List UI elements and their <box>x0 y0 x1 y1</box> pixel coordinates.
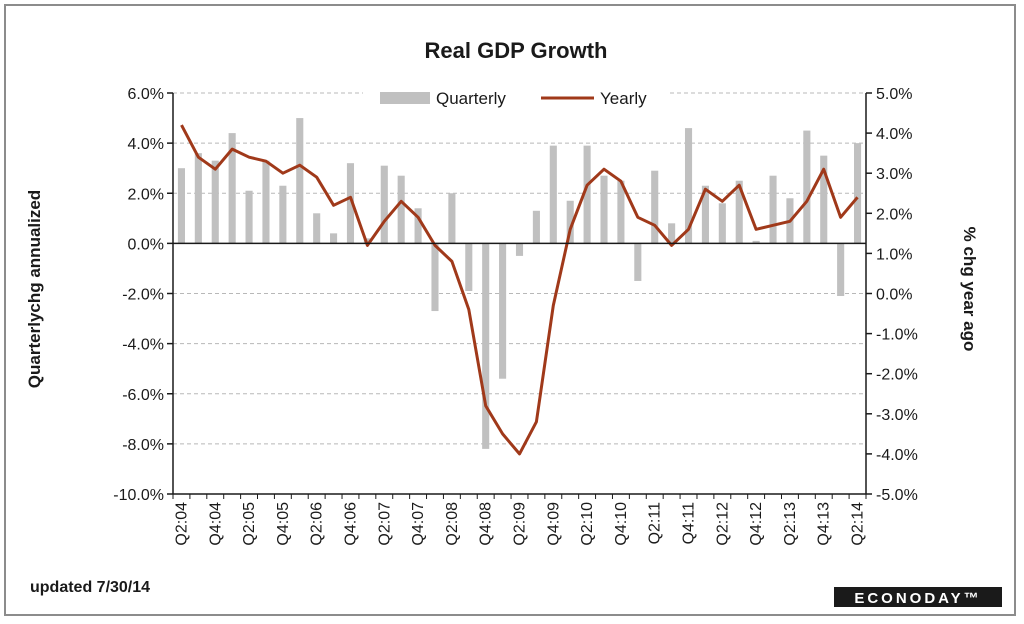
x-tick-label: Q2:04 <box>174 502 191 546</box>
x-tick-label: Q2:07 <box>376 502 393 546</box>
right-tick-label: 1.0% <box>876 246 912 263</box>
left-tick-label: 2.0% <box>128 186 164 203</box>
quarterly-bar <box>262 160 270 244</box>
left-tick-label: -8.0% <box>122 437 164 454</box>
quarterly-bar <box>313 213 321 244</box>
quarterly-bar <box>414 208 422 244</box>
x-tick-label: Q2:13 <box>782 502 799 546</box>
chart-title: Real GDP Growth <box>425 38 608 63</box>
x-tick-label: Q2:10 <box>579 502 596 546</box>
quarterly-bar <box>245 190 253 244</box>
quarterly-bar <box>684 128 693 244</box>
quarterly-bar <box>211 160 219 244</box>
right-tick-label: 3.0% <box>876 166 912 183</box>
quarterly-bar <box>769 175 777 244</box>
right-axis-title: % chg year ago <box>960 227 979 352</box>
right-tick-label: 4.0% <box>876 126 912 143</box>
left-tick-label: -2.0% <box>122 287 164 304</box>
quarterly-bar <box>515 243 524 256</box>
quarterly-bar <box>600 175 608 244</box>
quarterly-bar <box>617 180 625 244</box>
legend: Quarterly Yearly <box>363 84 668 110</box>
x-axis-ticks: Q2:04 Q4:04 Q2:05 Q4:05 Q2:06 Q4:06 Q2:07 Q4:07… <box>172 494 867 546</box>
quarterly-bar <box>735 180 743 244</box>
quarterly-bar <box>228 133 236 244</box>
right-tick-label: 2.0% <box>876 206 912 223</box>
right-axis-ticks: -5.0% -4.0% -3.0% -2.0% -1.0% 0.0% 1.0% 2.0% 3.0… <box>866 86 918 504</box>
yearly-line-layer <box>180 124 859 456</box>
x-tick-label: Q2:14 <box>850 502 867 546</box>
right-tick-label: 5.0% <box>876 86 912 103</box>
x-tick-label: Q4:07 <box>410 502 427 546</box>
x-tick-label: Q2:11 <box>647 502 664 545</box>
quarterly-bar <box>279 185 287 244</box>
updated-date: updated 7/30/14 <box>30 579 150 596</box>
right-tick-label: 0.0% <box>876 287 912 304</box>
right-tick-label: -3.0% <box>876 407 918 424</box>
quarterly-bar <box>177 168 186 244</box>
quarterly-bar <box>651 170 659 244</box>
quarterly-bar <box>397 175 405 244</box>
x-tick-label: Q2:05 <box>241 502 258 546</box>
quarterly-bars <box>177 118 862 449</box>
x-tick-label: Q4:11 <box>681 502 698 545</box>
quarterly-bar <box>380 165 388 244</box>
left-tick-label: -4.0% <box>122 337 164 354</box>
x-tick-label: Q4:12 <box>748 502 765 546</box>
chart-frame: Real GDP Growth -10.0% -8.0% -6.0% -4.0% -2.… <box>4 4 1016 616</box>
x-tick-label: Q4:04 <box>207 502 224 546</box>
yearly-line <box>180 124 859 456</box>
x-tick-label: Q2:09 <box>512 502 529 546</box>
x-tick-label: Q2:12 <box>714 502 731 546</box>
left-axis-ticks: -10.0% -8.0% -6.0% -4.0% -2.0% 0.0% 2.0% 4.0% 6.… <box>113 86 173 504</box>
x-tick-label: Q2:08 <box>444 502 461 546</box>
quarterly-bar <box>668 223 676 244</box>
quarterly-bar <box>482 243 490 449</box>
left-tick-label: 0.0% <box>128 236 164 253</box>
x-tick-label: Q4:10 <box>613 502 630 546</box>
quarterly-bar <box>465 243 473 291</box>
quarterly-bar <box>752 240 760 244</box>
quarterly-bar <box>296 118 304 244</box>
right-tick-label: -1.0% <box>876 327 918 344</box>
right-tick-label: -2.0% <box>876 367 918 384</box>
legend-yearly-label: Yearly <box>600 89 647 108</box>
quarterly-bar <box>566 200 574 244</box>
left-tick-label: 4.0% <box>128 136 164 153</box>
x-tick-label: Q4:06 <box>343 502 360 546</box>
legend-quarterly-swatch <box>380 92 430 104</box>
quarterly-bar <box>634 243 642 281</box>
left-axis-title: Quarterlychg annualized <box>25 190 44 388</box>
left-tick-label: -6.0% <box>122 387 164 404</box>
right-tick-label: -5.0% <box>876 487 918 504</box>
quarterly-bar <box>803 130 811 244</box>
legend-quarterly-label: Quarterly <box>436 89 506 108</box>
x-tick-label: Q4:05 <box>275 502 292 546</box>
quarterly-bar <box>499 243 507 379</box>
econoday-logo <box>834 587 1002 607</box>
left-tick-label: -10.0% <box>113 487 164 504</box>
quarterly-bar <box>549 145 557 244</box>
econoday-logo-text: ECONODAY™ <box>854 590 981 607</box>
right-tick-label: -4.0% <box>876 447 918 464</box>
quarterly-bar <box>448 193 456 244</box>
quarterly-bar <box>532 210 540 244</box>
x-tick-label: Q4:09 <box>545 502 562 546</box>
quarterly-bar <box>583 145 591 244</box>
left-tick-label: 6.0% <box>128 86 164 103</box>
quarterly-bar <box>701 185 709 244</box>
x-tick-label: Q4:13 <box>816 502 833 546</box>
quarterly-bar <box>718 203 726 244</box>
quarterly-bar <box>837 243 845 297</box>
chart-svg: Real GDP Growth -10.0% -8.0% -6.0% -4.0% -2.… <box>25 38 1002 607</box>
quarterly-bar <box>820 155 828 244</box>
x-tick-label: Q4:08 <box>478 502 495 546</box>
quarterly-bar <box>431 243 439 312</box>
quarterly-bar <box>346 163 355 244</box>
grid-lines <box>173 92 866 445</box>
quarterly-bar <box>853 143 862 244</box>
x-tick-label: Q2:06 <box>309 502 326 546</box>
quarterly-bar <box>330 233 338 244</box>
quarterly-bar <box>194 153 202 244</box>
